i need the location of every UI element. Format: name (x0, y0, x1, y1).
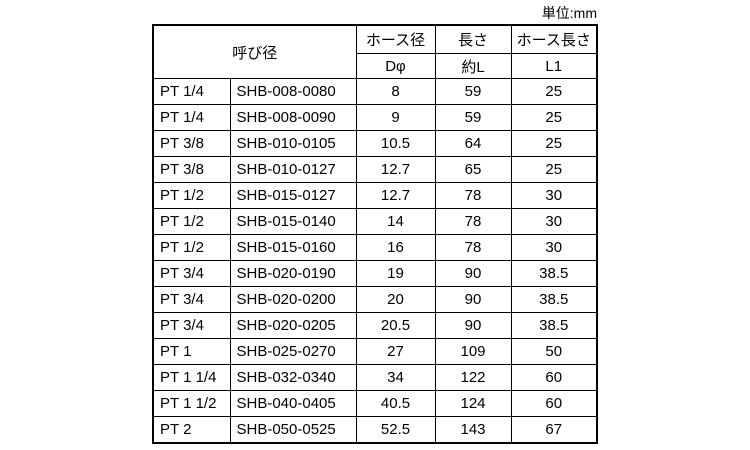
cell-thread-size: PT 1/2 (152, 234, 231, 261)
table-row: PT 1/2 SHB-015-0160 16 78 30 (152, 234, 598, 261)
table-row: PT 1/4 SHB-008-0080 8 59 25 (152, 78, 598, 105)
cell-hose-length: 30 (510, 208, 598, 235)
cell-part-number: SHB-010-0105 (229, 130, 357, 157)
header-hose-dia-sub: Dφ (355, 53, 436, 79)
cell-hose-diameter: 12.7 (355, 156, 436, 183)
table-row: PT 3/4 SHB-020-0205 20.5 90 38.5 (152, 312, 598, 339)
cell-length: 78 (434, 208, 512, 235)
unit-label: 単位:mm (541, 5, 597, 21)
cell-length: 90 (434, 286, 512, 313)
cell-length: 65 (434, 156, 512, 183)
cell-thread-size: PT 1 (152, 338, 231, 365)
cell-part-number: SHB-008-0080 (229, 78, 357, 105)
header-length-sub: 約L (434, 53, 512, 79)
table-row: PT 3/4 SHB-020-0190 19 90 38.5 (152, 260, 598, 287)
header-hose-length-sub: L1 (510, 53, 598, 79)
cell-hose-length: 25 (510, 130, 598, 157)
cell-hose-length: 60 (510, 364, 598, 391)
cell-thread-size: PT 3/4 (152, 312, 231, 339)
header-hose-dia: ホース径 (355, 24, 436, 54)
cell-thread-size: PT 2 (152, 416, 231, 444)
cell-thread-size: PT 3/4 (152, 260, 231, 287)
cell-hose-diameter: 10.5 (355, 130, 436, 157)
cell-length: 59 (434, 104, 512, 131)
cell-hose-length: 38.5 (510, 312, 598, 339)
cell-part-number: SHB-008-0090 (229, 104, 357, 131)
spec-table: 呼び径 ホース径 長さ ホース長さ Dφ 約L L1 PT 1/4 SHB-008… (152, 24, 598, 444)
cell-part-number: SHB-015-0127 (229, 182, 357, 209)
header-row: 呼び径 ホース径 長さ ホース長さ (152, 24, 598, 79)
header-hose-length: ホース長さ (510, 24, 598, 54)
cell-length: 64 (434, 130, 512, 157)
table-row: PT 1/2 SHB-015-0140 14 78 30 (152, 208, 598, 235)
cell-part-number: SHB-020-0200 (229, 286, 357, 313)
cell-part-number: SHB-020-0190 (229, 260, 357, 287)
table-row: PT 3/4 SHB-020-0200 20 90 38.5 (152, 286, 598, 313)
cell-thread-size: PT 3/8 (152, 156, 231, 183)
cell-hose-diameter: 20 (355, 286, 436, 313)
cell-hose-diameter: 14 (355, 208, 436, 235)
cell-part-number: SHB-010-0127 (229, 156, 357, 183)
table-row: PT 1 SHB-025-0270 27 109 50 (152, 338, 598, 365)
cell-hose-length: 50 (510, 338, 598, 365)
cell-length: 109 (434, 338, 512, 365)
cell-hose-diameter: 19 (355, 260, 436, 287)
table-row: PT 1 1/4 SHB-032-0340 34 122 60 (152, 364, 598, 391)
cell-hose-diameter: 20.5 (355, 312, 436, 339)
table-row: PT 2 SHB-050-0525 52.5 143 67 (152, 416, 598, 444)
cell-part-number: SHB-020-0205 (229, 312, 357, 339)
cell-hose-diameter: 52.5 (355, 416, 436, 444)
cell-hose-length: 60 (510, 390, 598, 417)
cell-hose-length: 30 (510, 234, 598, 261)
subheader-row: Dφ 約L L1 (153, 53, 598, 79)
cell-length: 59 (434, 78, 512, 105)
table-row: PT 3/8 SHB-010-0127 12.7 65 25 (152, 156, 598, 183)
cell-hose-length: 67 (510, 416, 598, 444)
cell-thread-size: PT 1/4 (152, 104, 231, 131)
cell-hose-length: 25 (510, 104, 598, 131)
cell-hose-length: 38.5 (510, 286, 598, 313)
cell-thread-size: PT 1 1/4 (152, 364, 231, 391)
cell-thread-size: PT 1/2 (152, 182, 231, 209)
cell-thread-size: PT 1/2 (152, 208, 231, 235)
table-row: PT 1/4 SHB-008-0090 9 59 25 (152, 104, 598, 131)
cell-hose-length: 30 (510, 182, 598, 209)
table-row: PT 3/8 SHB-010-0105 10.5 64 25 (152, 130, 598, 157)
cell-part-number: SHB-015-0160 (229, 234, 357, 261)
cell-part-number: SHB-015-0140 (229, 208, 357, 235)
cell-part-number: SHB-040-0405 (229, 390, 357, 417)
cell-hose-length: 25 (510, 78, 598, 105)
cell-part-number: SHB-025-0270 (229, 338, 357, 365)
cell-hose-length: 25 (510, 156, 598, 183)
cell-length: 122 (434, 364, 512, 391)
cell-length: 90 (434, 260, 512, 287)
cell-length: 124 (434, 390, 512, 417)
table-row: PT 1 1/2 SHB-040-0405 40.5 124 60 (152, 390, 598, 417)
cell-hose-diameter: 12.7 (355, 182, 436, 209)
cell-length: 90 (434, 312, 512, 339)
cell-part-number: SHB-050-0525 (229, 416, 357, 444)
cell-thread-size: PT 3/4 (152, 286, 231, 313)
cell-hose-diameter: 34 (355, 364, 436, 391)
cell-hose-diameter: 27 (355, 338, 436, 365)
cell-length: 78 (434, 234, 512, 261)
cell-length: 143 (434, 416, 512, 444)
cell-hose-diameter: 40.5 (355, 390, 436, 417)
header-nominal: 呼び径 (152, 24, 357, 79)
cell-hose-length: 38.5 (510, 260, 598, 287)
cell-length: 78 (434, 182, 512, 209)
header-length: 長さ (434, 24, 512, 54)
cell-hose-diameter: 9 (355, 104, 436, 131)
cell-hose-diameter: 8 (355, 78, 436, 105)
cell-thread-size: PT 1 1/2 (152, 390, 231, 417)
table-row: PT 1/2 SHB-015-0127 12.7 78 30 (152, 182, 598, 209)
cell-thread-size: PT 1/4 (152, 78, 231, 105)
cell-part-number: SHB-032-0340 (229, 364, 357, 391)
cell-hose-diameter: 16 (355, 234, 436, 261)
cell-thread-size: PT 3/8 (152, 130, 231, 157)
